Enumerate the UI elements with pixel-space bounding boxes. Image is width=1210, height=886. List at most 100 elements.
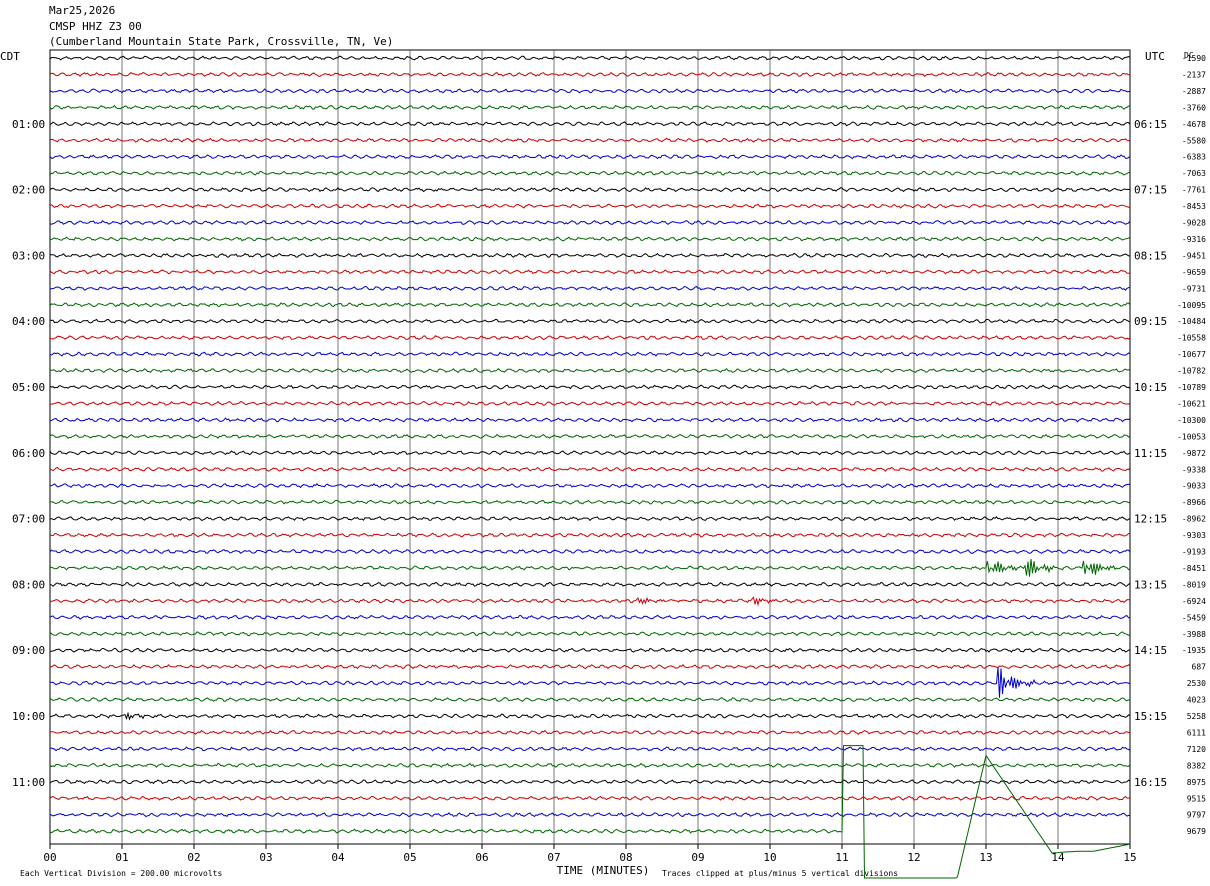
seismic-trace [49,499,1130,505]
right-time-label: 09:15 [1134,315,1167,328]
dc-offset-label: -8451 [1182,564,1206,573]
right-time-label: 14:15 [1134,644,1167,657]
dc-offset-label: -7761 [1182,186,1206,195]
seismic-trace [49,596,1131,607]
seismic-trace [49,667,1131,698]
seismic-trace [49,795,1131,801]
seismic-traces [49,55,1131,879]
dc-offset-label: -8962 [1182,515,1206,524]
dc-offset-label: 687 [1192,663,1207,672]
dc-offset-label: -8966 [1182,498,1206,507]
x-tick-label: 09 [691,851,704,864]
dc-offset-label: -1590 [1182,54,1206,63]
dc-offset-label: -10095 [1177,301,1206,310]
left-time-label: 03:00 [12,249,45,262]
dc-offset-label: -10789 [1177,383,1206,392]
dc-offset-label: -9033 [1182,482,1206,491]
seismic-trace [49,71,1130,78]
dc-offset-label: -9872 [1182,449,1206,458]
right-time-label: 13:15 [1134,578,1167,591]
x-tick-label: 13 [979,851,992,864]
right-time-label: 16:15 [1134,776,1167,789]
x-tick-label: 08 [619,851,632,864]
seismic-trace [50,711,1131,721]
dc-offset-label: -10300 [1177,416,1206,425]
seismic-trace [49,558,1131,577]
dc-offset-label: -9731 [1182,284,1206,293]
seismic-trace [49,762,1131,768]
dc-offset-label: -3988 [1182,630,1206,639]
left-time-label: 02:00 [12,184,45,197]
dc-offset-label: -4678 [1182,120,1206,129]
left-time-label: 08:00 [12,578,45,591]
x-tick-label: 10 [763,851,776,864]
dc-offset-label: 4023 [1187,696,1206,705]
right-time-label: 06:15 [1134,118,1167,131]
dc-offset-label: -7063 [1182,169,1206,178]
seismic-trace [49,483,1131,489]
dc-offset-label: -2137 [1182,70,1206,79]
scale-note: Each Vertical Division = 200.00 microvol… [20,869,222,878]
seismic-trace [49,104,1130,110]
seismic-trace [49,581,1131,587]
dc-offset-label: -9028 [1182,219,1206,228]
dc-offset-label: -9659 [1182,268,1206,277]
seismic-trace [49,450,1131,456]
x-tick-label: 04 [331,851,345,864]
x-tick-label: 01 [115,851,128,864]
left-axis-label: CDT [0,50,20,63]
seismic-trace [49,433,1131,439]
x-tick-label: 12 [907,851,920,864]
dc-offset-label: -9193 [1182,548,1206,557]
dc-offset-label: 6111 [1187,728,1206,737]
x-tick-label: 05 [403,851,416,864]
right-time-label: 07:15 [1134,184,1167,197]
seismic-trace [49,417,1131,423]
seismic-trace [49,269,1131,275]
location-label: (Cumberland Mountain State Park, Crossvi… [49,35,394,48]
dc-offset-label: -10677 [1177,350,1206,359]
dc-offset-label: -2887 [1182,87,1206,96]
dc-offset-label: -10484 [1177,317,1206,326]
x-tick-label: 15 [1123,851,1136,864]
left-time-label: 04:00 [12,315,45,328]
dc-offset-label: -8453 [1182,202,1206,211]
seismic-trace [49,745,1131,879]
dc-offset-label: -9316 [1182,235,1206,244]
seismic-trace [49,664,1131,670]
x-tick-label: 02 [187,851,200,864]
seismic-trace [49,812,1131,818]
plot-frame [49,49,1131,845]
left-time-label: 07:00 [12,513,45,526]
dc-offset-label: -10558 [1177,334,1206,343]
seismic-trace [49,647,1131,653]
x-tick-label: 06 [475,851,488,864]
left-time-label: 05:00 [12,381,45,394]
dc-offset-label: 9679 [1187,827,1206,836]
seismic-trace [49,154,1131,160]
seismic-trace [49,351,1131,357]
seismic-trace [49,614,1131,620]
dc-offset-label: -10782 [1177,367,1206,376]
dc-offset-label: -9338 [1182,465,1206,474]
right-time-label: 11:15 [1134,447,1167,460]
seismic-trace [49,779,1131,785]
seismic-trace [49,219,1131,225]
x-tick-label: 11 [835,851,848,864]
seismic-trace [49,532,1131,538]
seismic-trace [49,88,1131,94]
x-tick-label: 03 [259,851,272,864]
seismic-trace [49,55,1131,61]
seismic-trace [49,697,1131,703]
seismic-trace [49,285,1131,291]
dc-offset-label: -9303 [1182,531,1206,540]
dc-offset-label: 5258 [1187,712,1206,721]
dc-offset-label: -8019 [1182,580,1206,589]
axis-labels: CDT UTC DC 01:00 02:00 03:00 04:00 05:00 06:00 07… [0,50,1206,878]
left-time-label: 01:00 [12,118,45,131]
right-axis-label: UTC [1145,50,1165,63]
dc-offset-label: -9451 [1182,251,1206,260]
seismic-trace [49,236,1131,242]
x-tick-label: 14 [1051,851,1065,864]
dc-offset-label: -6924 [1182,597,1206,606]
